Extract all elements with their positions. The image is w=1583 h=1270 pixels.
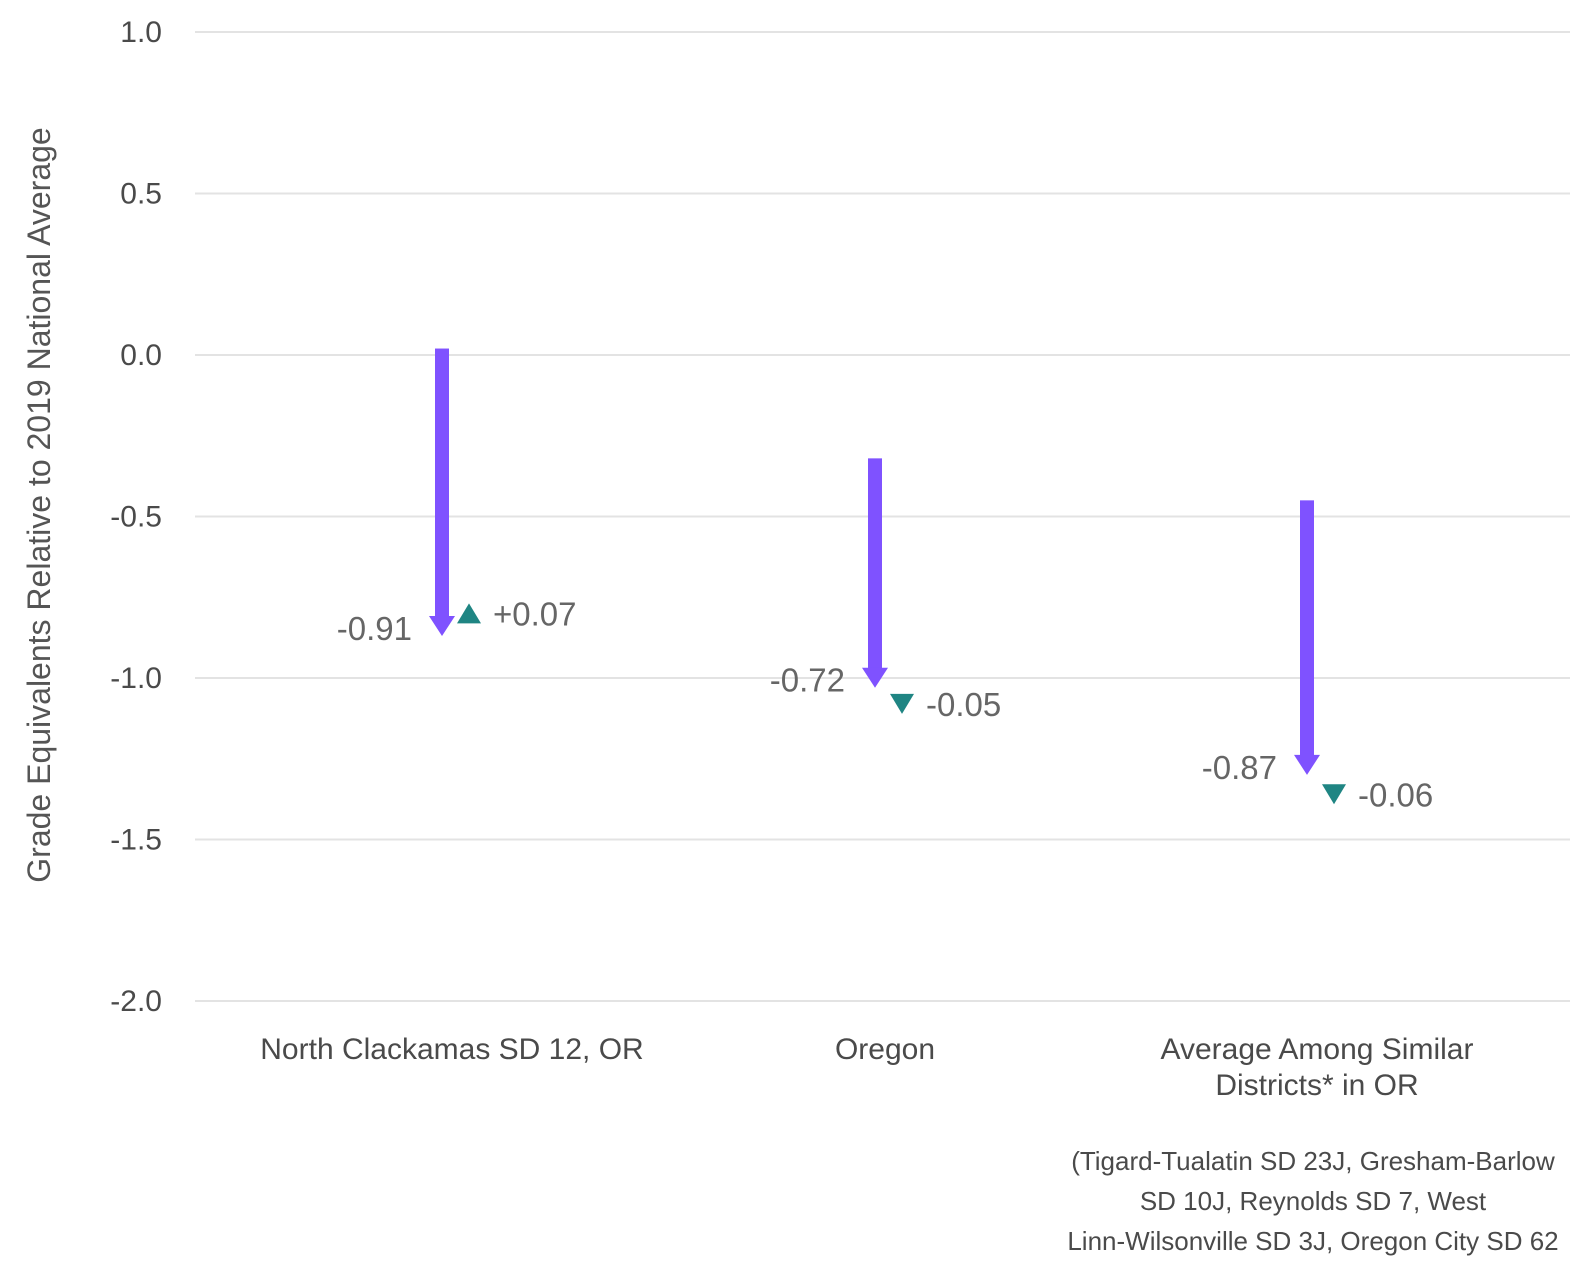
footnote-line: Linn-Wilsonville SD 3J, Oregon City SD 6… [1067,1226,1558,1256]
y-tick-label: 0.0 [120,339,162,372]
x-axis-categories: North Clackamas SD 12, OR Oregon Average A… [260,1033,1473,1102]
x-category-label: Average Among Similar [1161,1033,1474,1066]
drop-arrow-head [1294,754,1320,775]
gridlines [195,31,1570,1002]
drop-arrow-head [862,667,888,688]
change-value-label: +0.07 [493,595,577,632]
y-tick-label: -2.0 [110,985,162,1018]
y-tick-label: -1.5 [110,824,162,857]
change-value-label: -0.05 [926,686,1001,723]
drop-value-label: -0.87 [1202,749,1277,786]
change-value-label: -0.06 [1358,776,1433,813]
footnote: (Tigard-Tualatin SD 23J, Gresham-Barlow S… [1067,1146,1558,1256]
drop-arrow-shaft [868,458,882,670]
change-triangle [890,693,914,714]
x-category-label: Oregon [835,1033,935,1066]
footnote-line: (Tigard-Tualatin SD 23J, Gresham-Barlow [1071,1146,1555,1176]
x-category-label: Districts* in OR [1215,1069,1418,1102]
drop-arrow-shaft [1300,500,1314,757]
drop-value-label: -0.91 [337,610,412,647]
y-tick-label: -0.5 [110,501,162,534]
drop-value-label: -0.72 [770,662,845,699]
x-category-label: North Clackamas SD 12, OR [260,1033,643,1066]
drop-arrow-head [429,616,455,637]
chart-marks: -0.91 +0.07 -0.72 -0.05 -0.87 -0.06 [337,348,1433,813]
y-tick-label: -1.0 [110,662,162,695]
y-tick-label: 0.5 [120,178,162,211]
y-axis-label: Grade Equivalents Relative to 2019 Natio… [21,127,57,882]
y-axis-ticks: 1.0 0.5 0.0 -0.5 -1.0 -1.5 -2.0 [110,16,162,1018]
drop-arrow-shaft [435,348,449,619]
y-tick-label: 1.0 [120,16,162,49]
change-triangle [457,603,481,624]
change-triangle [1322,784,1346,805]
footnote-line: SD 10J, Reynolds SD 7, West [1140,1186,1487,1216]
